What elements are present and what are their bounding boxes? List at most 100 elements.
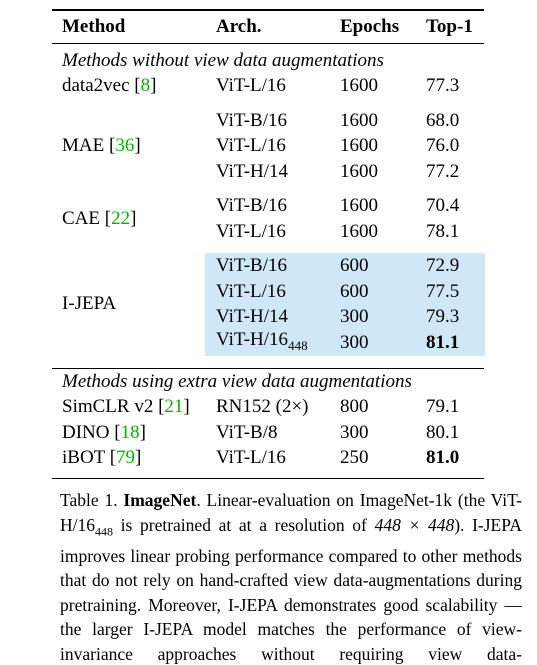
bracket: [ xyxy=(134,75,141,96)
epochs: 1600 xyxy=(340,220,378,242)
method-name: iBOT xyxy=(62,447,105,468)
caption-text: 448 × 448 xyxy=(374,514,455,535)
arch-name: ViT-L/16 xyxy=(216,220,286,242)
bracket: [ xyxy=(104,207,112,229)
bracket: ] xyxy=(130,207,137,229)
epochs: 300 xyxy=(340,306,369,327)
top1: 78.1 xyxy=(426,220,460,242)
method-name: I-JEPA xyxy=(62,293,117,315)
arch: ViT-L/16 xyxy=(216,280,286,304)
method: SimCLR v2 [21] xyxy=(62,395,190,419)
rule xyxy=(52,43,484,44)
bracket: ] xyxy=(135,447,142,468)
caption-text: is pretrained at at a resolution of xyxy=(113,514,375,535)
epochs: 1600 xyxy=(340,109,378,131)
top1: 76.0 xyxy=(426,135,460,156)
epochs: 300 xyxy=(340,331,369,353)
bracket: ] xyxy=(150,75,157,96)
row-highlight xyxy=(205,278,485,305)
arch: ViT-L/16 xyxy=(216,220,286,244)
rule xyxy=(52,368,484,369)
top1: 80.1 xyxy=(426,421,460,443)
method-name: MAE xyxy=(62,135,105,156)
arch: ViT-B/16 xyxy=(216,194,287,218)
arch-name: ViT-L/16 xyxy=(216,447,286,468)
arch: ViT-L/16 xyxy=(216,446,286,470)
top1: 81.1 xyxy=(426,331,460,353)
epochs: 600 xyxy=(340,255,369,276)
arch-name: ViT-B/8 xyxy=(216,421,278,443)
citation: 21 xyxy=(164,396,184,417)
epochs: 1600 xyxy=(340,160,378,182)
method-name: data2vec xyxy=(62,75,130,96)
top1: 77.3 xyxy=(426,75,460,96)
arch-name: ViT-H/14 xyxy=(216,306,289,327)
method: iBOT [79] xyxy=(62,446,141,470)
arch-name: ViT-L/16 xyxy=(216,280,286,302)
top1: 79.3 xyxy=(426,306,460,327)
section-title: Methods using extra view data augmentati… xyxy=(62,371,412,392)
row-highlight xyxy=(205,304,485,331)
citation: 36 xyxy=(115,135,135,156)
epochs: 300 xyxy=(340,421,369,443)
top1: 68.0 xyxy=(426,109,460,131)
epochs: 600 xyxy=(340,280,369,302)
column-header: Method xyxy=(62,16,126,37)
epochs: 250 xyxy=(340,447,369,468)
arch: ViT-H/14 xyxy=(216,305,288,329)
arch: ViT-B/8 xyxy=(216,421,278,445)
arch-name: ViT-B/16 xyxy=(216,109,287,131)
column-header: Top-1 xyxy=(426,16,473,37)
top1: 81.0 xyxy=(426,447,460,468)
epochs: 800 xyxy=(340,396,369,417)
method-name: DINO xyxy=(62,421,110,443)
arch: ViT-H/14 xyxy=(216,160,288,184)
method: data2vec [8] xyxy=(62,74,156,98)
arch: ViT-L/16 xyxy=(216,74,286,98)
method: MAE [36] xyxy=(62,134,141,158)
bracket: [ xyxy=(158,396,165,417)
epochs: 1600 xyxy=(340,135,378,156)
citation: 8 xyxy=(140,75,151,96)
caption-text: ). I-JEPA improves linear probing perfor… xyxy=(60,514,523,664)
arch-name: ViT-L/16 xyxy=(216,75,286,96)
arch-name: ViT-H/16 xyxy=(216,328,289,350)
caption-text: . Linear-evaluation on ImageNet-1k (the … xyxy=(60,490,522,535)
method-name: CAE xyxy=(62,207,100,229)
citation: 79 xyxy=(116,447,136,468)
bracket: ] xyxy=(139,421,146,443)
epochs: 1600 xyxy=(340,195,378,216)
top1: 72.9 xyxy=(426,255,460,276)
arch: RN152 (2×) xyxy=(216,395,309,419)
arch-name: ViT-L/16 xyxy=(216,135,286,156)
epochs: 1600 xyxy=(340,75,378,96)
top1: 77.2 xyxy=(426,160,460,182)
citation: 22 xyxy=(111,207,131,229)
arch-name: ViT-B/16 xyxy=(216,195,287,216)
arch: ViT-B/16 xyxy=(216,254,287,278)
caption-text: ImageNet xyxy=(123,490,197,510)
method: I-JEPA xyxy=(62,292,116,316)
row-highlight xyxy=(205,329,485,356)
citation: 18 xyxy=(120,421,140,443)
bracket: [ xyxy=(109,447,117,468)
bracket: ] xyxy=(134,135,141,156)
arch: ViT-L/16 xyxy=(216,134,286,158)
top1: 70.4 xyxy=(426,195,460,216)
arch-name: RN152 (2×) xyxy=(216,396,309,417)
column-header: Arch. xyxy=(216,16,262,37)
rule xyxy=(52,9,484,11)
arch: ViT-H/16448 xyxy=(216,328,308,358)
method: CAE [22] xyxy=(62,207,136,231)
column-header: Epochs xyxy=(340,16,400,37)
arch-name: ViT-B/16 xyxy=(216,255,287,276)
section-title: Methods without view data augmentations xyxy=(62,50,384,71)
method: DINO [18] xyxy=(62,421,146,445)
caption-text: 448 xyxy=(95,524,113,538)
arch-name: ViT-H/14 xyxy=(216,160,289,182)
top1: 79.1 xyxy=(426,396,460,417)
rule xyxy=(52,477,484,479)
caption-text: Table 1. xyxy=(60,490,124,510)
bracket: [ xyxy=(114,421,121,443)
